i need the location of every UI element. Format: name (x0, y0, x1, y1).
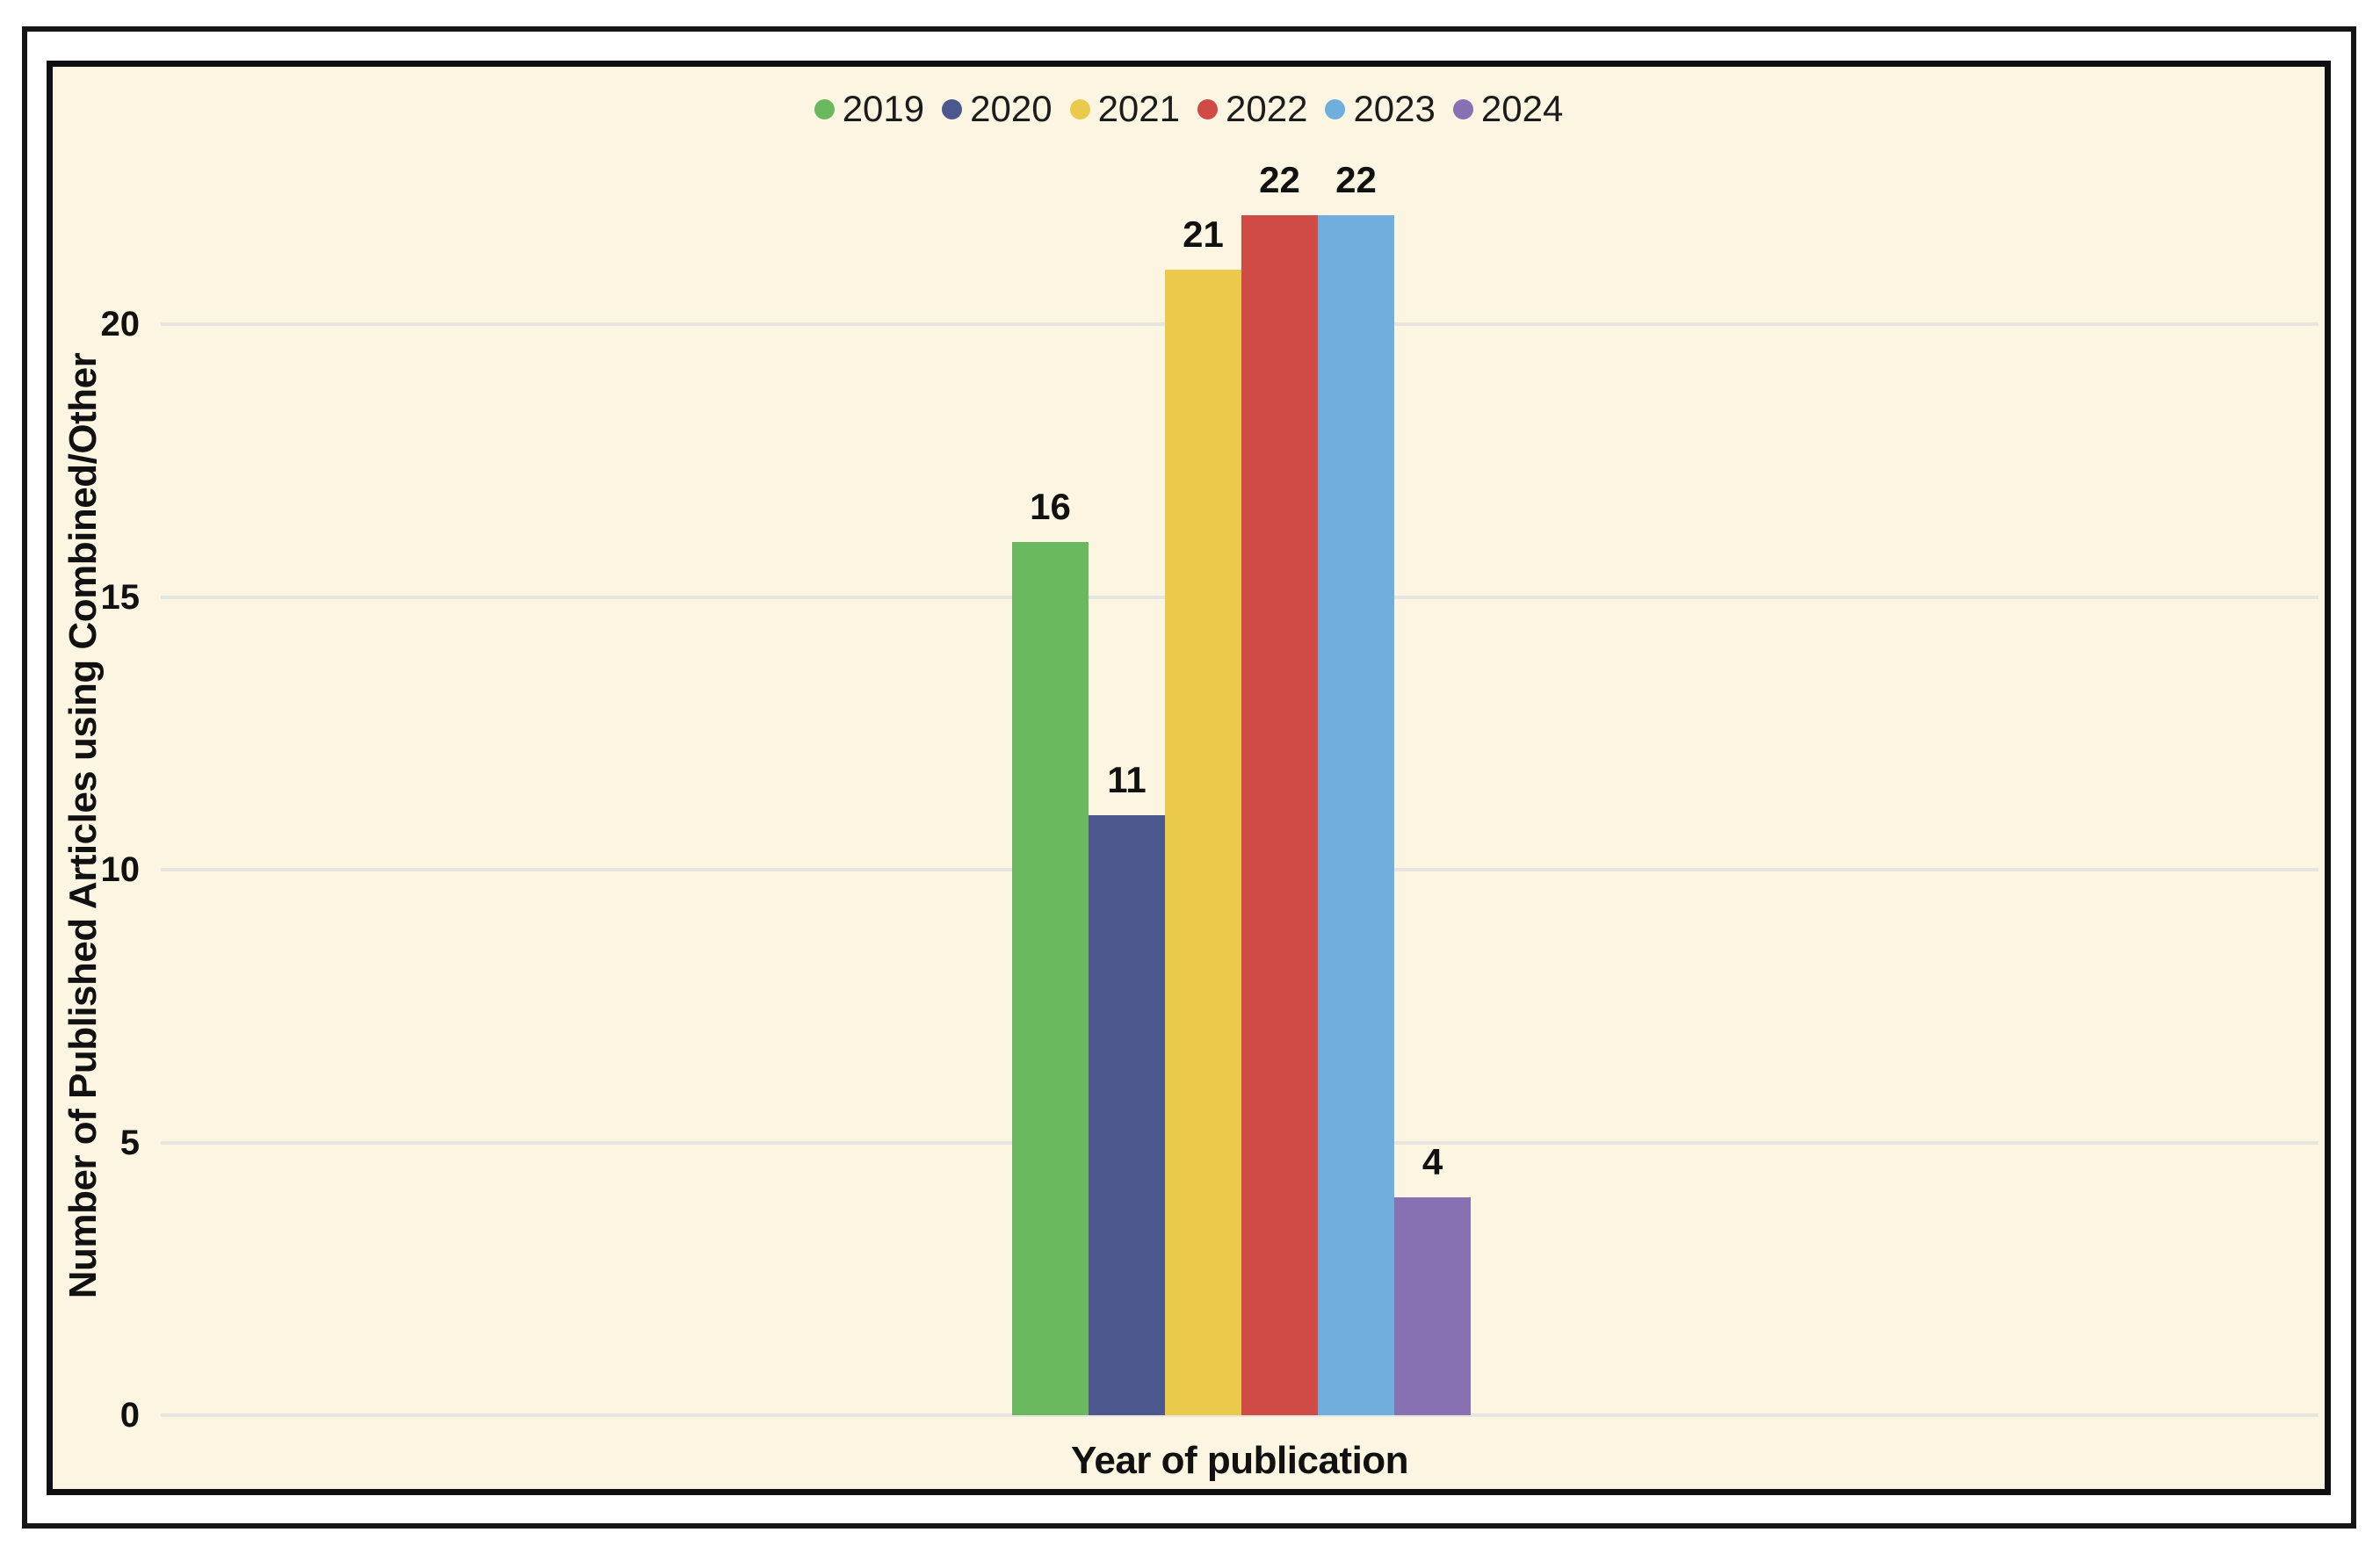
bar-value-label-2022: 22 (1259, 158, 1300, 200)
outer-frame: 2019 2020 2021 2022 2023 2024 Number of Publi… (22, 26, 2356, 1529)
bar-2020 (1089, 814, 1165, 1415)
bar-value-label-2020: 11 (1107, 758, 1147, 800)
bar-2019 (1012, 542, 1089, 1415)
legend-swatch-2023-icon (1325, 98, 1346, 119)
y-axis-title: Number of Published Articles using Combi… (61, 352, 105, 1299)
legend-swatch-2019-icon (814, 98, 835, 119)
legend-label-2023: 2023 (1353, 88, 1436, 129)
gridline-0 (161, 1413, 2319, 1417)
legend-label-2024: 2024 (1480, 88, 1564, 129)
legend-label-2022: 2022 (1226, 88, 1308, 129)
legend-label-2021: 2021 (1097, 88, 1180, 129)
legend-item-2024: 2024 (1452, 88, 1564, 130)
legend-swatch-2021-icon (1069, 98, 1090, 119)
plot-area: 0 5 10 15 20 16 11 21 22 22 4 (101, 159, 2319, 1435)
bar-value-label-2021: 21 (1183, 213, 1224, 255)
y-tick-label-20: 20 (100, 305, 141, 343)
legend-swatch-2022-icon (1197, 98, 1218, 119)
bar-2021 (1165, 269, 1241, 1415)
y-tick-label-0: 0 (119, 1396, 140, 1435)
bar-2024 (1394, 1196, 1471, 1415)
bar-2022 (1241, 214, 1318, 1415)
legend-item-2020: 2020 (942, 88, 1053, 130)
legend-item-2019: 2019 (814, 88, 924, 130)
chart-legend: 2019 2020 2021 2022 2023 2024 (53, 88, 2325, 130)
bar-value-label-2019: 16 (1030, 486, 1071, 528)
legend-swatch-2024-icon (1452, 98, 1473, 119)
bar-2023 (1318, 214, 1394, 1415)
y-tick-label-10: 10 (100, 850, 141, 889)
bar-value-label-2024: 4 (1421, 1140, 1443, 1182)
legend-label-2019: 2019 (842, 88, 925, 129)
chart-frame: 2019 2020 2021 2022 2023 2024 Number of Publi… (47, 61, 2331, 1495)
legend-swatch-2020-icon (942, 98, 963, 119)
legend-label-2020: 2020 (970, 88, 1053, 129)
x-axis-title: Year of publication (1070, 1439, 1409, 1482)
legend-item-2021: 2021 (1069, 88, 1180, 130)
y-tick-label-5: 5 (119, 1123, 140, 1162)
legend-item-2022: 2022 (1197, 88, 1307, 130)
legend-item-2023: 2023 (1325, 88, 1436, 130)
y-tick-label-15: 15 (100, 577, 141, 617)
bar-value-label-2023: 22 (1335, 158, 1377, 200)
